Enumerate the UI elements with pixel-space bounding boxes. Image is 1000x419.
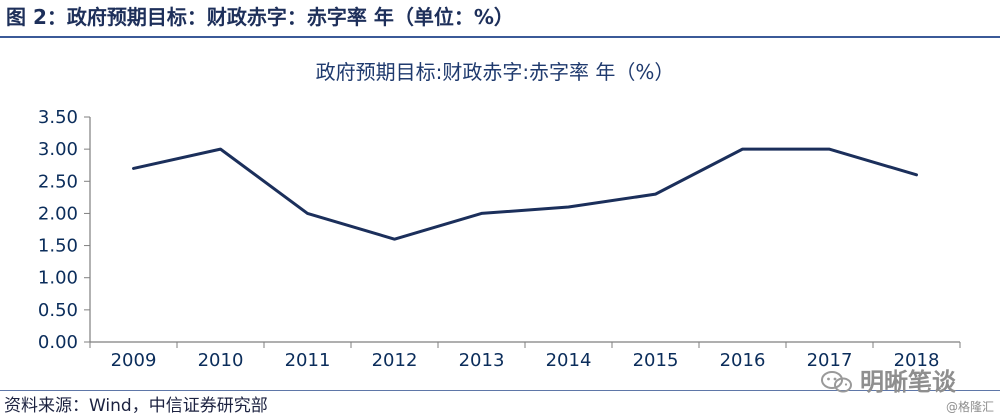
x-tick-label: 2017 [807,350,853,371]
watermark-text: 明晰笔谈 [860,368,956,396]
x-tick-label: 2012 [372,350,418,371]
x-tick-label: 2011 [285,350,331,371]
y-axis-ticks: 0.00 0.50 1.00 1.50 2.00 2.50 3.00 3.50 [38,107,90,353]
y-tick-label: 1.50 [38,236,78,257]
figure-title: 图 2：政府预期目标：财政赤字：赤字率 年（单位：%） [6,5,514,29]
x-tick-label: 2014 [546,350,592,371]
watermark: 明晰笔谈 [820,365,990,399]
chart-title: 政府预期目标:财政赤字:赤字率 年（%） [316,60,675,84]
figure-header: 图 2：政府预期目标：财政赤字：赤字率 年（单位：%） [0,0,1000,40]
series-line [132,147,918,241]
y-tick-label: 3.00 [38,139,78,160]
source-rule [0,390,1000,391]
y-tick-label: 0.50 [38,300,78,321]
chart-area: 政府预期目标:财政赤字:赤字率 年（%） 0.00 0.50 1.00 1.50 2.0… [0,42,1000,382]
x-tick-label: 2016 [720,350,766,371]
x-tick-label: 2010 [198,350,244,371]
chart-series [132,147,918,241]
x-tick-label: 2015 [633,350,679,371]
line-chart: 政府预期目标:财政赤字:赤字率 年（%） 0.00 0.50 1.00 1.50 2.0… [38,60,961,371]
y-tick-label: 2.00 [38,203,78,224]
x-tick-label: 2018 [894,350,940,371]
x-axis-ticks: 2009 2010 2011 2012 2013 2014 2015 2016 2017 2018 [89,342,961,371]
y-tick-label: 1.00 [38,268,78,289]
source-note: 资料来源：Wind，中信证券研究部 [4,396,268,416]
credit-text: @格隆汇 [945,400,994,414]
wechat-icon [820,370,854,394]
y-tick-label: 2.50 [38,171,78,192]
x-tick-label: 2009 [111,350,157,371]
y-tick-label: 0.00 [38,332,78,353]
x-tick-label: 2013 [459,350,505,371]
title-rule [0,36,1000,38]
y-tick-label: 3.50 [38,107,78,128]
